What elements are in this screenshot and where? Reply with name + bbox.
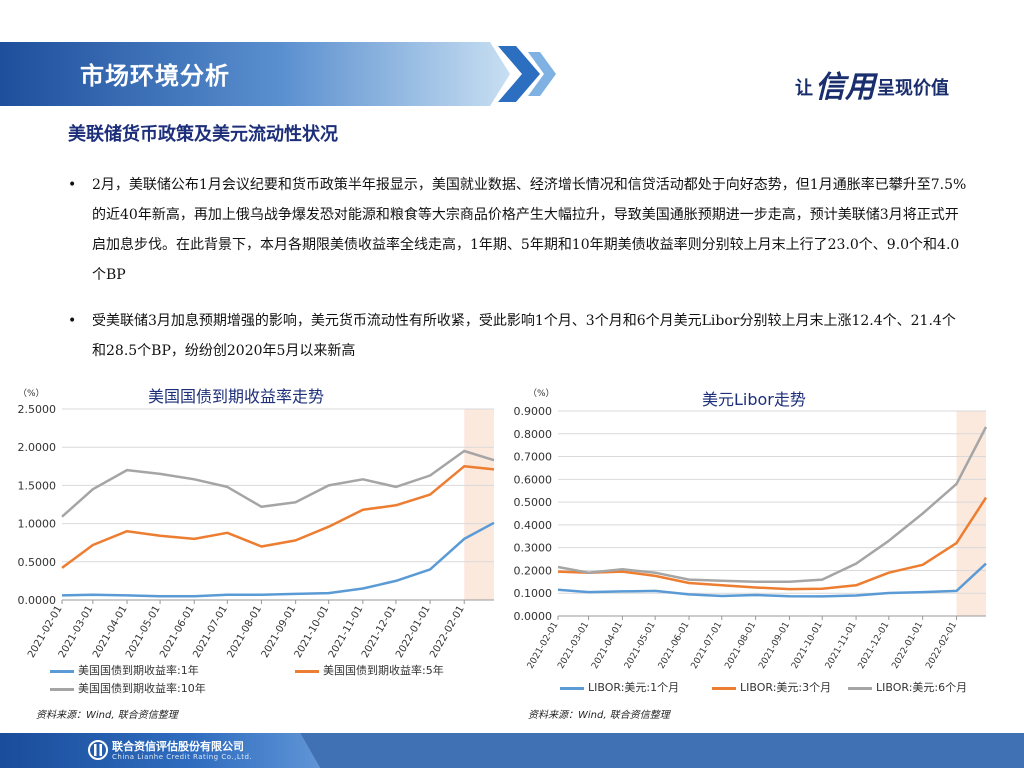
company-slogan: 让信用 呈现价值 [795,62,949,106]
chart-unit-libor: （%） [528,389,555,399]
chart-title-libor: 美元Libor走势 [702,390,806,409]
company-logo-icon [88,740,108,760]
legend-label: 美国国债到期收益率:1年 [78,664,199,677]
legend-label: 美国国债到期收益率:5年 [323,664,444,677]
series-line [557,496,988,591]
footer-company-en: China Lianhe Credit Rating Co.,Ltd. [112,753,253,761]
x-tick-label: 2021-08-01 [723,621,758,671]
x-tick-label: 2021-06-01 [657,621,692,671]
y-tick-label: 0.6000 [514,473,553,486]
bullet-list: • 2月，美联储公布1月会议纪要和货币政策半年报显示，美国就业数据、经济增长情况… [68,170,968,382]
header-banner [0,42,556,106]
series-line [557,426,988,584]
series-line [61,449,495,518]
y-tick-label: 2.0000 [18,441,57,454]
legend-item: 美国国债到期收益率:1年 [50,662,199,678]
x-tick-label: 2021-10-01 [293,604,332,660]
bullet-text: 2月，美联储公布1月会议纪要和货币政策半年报显示，美国就业数据、经济增长情况和信… [92,177,967,283]
y-tick-label: 2.5000 [18,403,57,416]
footer-bar [0,733,1024,768]
bullet-item: • 2月，美联储公布1月会议纪要和货币政策半年报显示，美国就业数据、经济增长情况… [68,170,968,290]
legend-swatch [560,686,584,690]
y-tick-label: 0.0000 [514,610,553,623]
slogan-post: 呈现价值 [877,78,949,99]
y-tick-label: 0.8000 [514,428,553,441]
legend-label: LIBOR:美元:1个月 [588,681,680,694]
page-title: 市场环境分析 [80,62,230,90]
legend-swatch [295,669,319,673]
treasury-yield-chart: 0.0000 0.5000 1.0000 1.5000 2.0000 2.5000 2021… [18,403,495,660]
x-tick-label: 2021-11-01 [824,621,859,671]
y-tick-label: 0.0000 [18,594,57,607]
highlight-region [464,409,494,600]
x-tick-label: 2022-01-01 [890,621,925,671]
section-title: 美联储货币政策及美元流动性状况 [68,124,338,145]
y-tick-label: 1.5000 [18,479,57,492]
slogan-pre: 让 [795,78,813,99]
y-tick-label: 1.0000 [18,518,57,531]
bullet-text: 受美联储3月加息预期增强的影响，美元货币流动性有所收紧，受此影响1个月、3个月和… [92,313,956,359]
x-tick-label: 2021-10-01 [790,621,825,671]
y-tick-label: 0.7000 [514,451,553,464]
legend-label: LIBOR:美元:6个月 [876,681,968,694]
legend-swatch [848,686,872,690]
y-tick-label: 0.2000 [514,564,553,577]
x-tick-label: 2021-07-01 [690,621,725,671]
y-tick-label: 0.5000 [514,496,553,509]
bullet-item: • 受美联储3月加息预期增强的影响，美元货币流动性有所收紧，受此影响1个月、3个… [68,306,968,366]
series-line [61,521,495,598]
x-tick-label: 2021-05-01 [623,621,658,671]
footer-company-name: 联合资信评估股份有限公司 [112,740,244,753]
y-tick-label: 0.9000 [514,405,553,418]
legend-swatch [50,687,74,691]
series-line [557,562,987,598]
bullet-dot: • [68,313,77,329]
x-tick-label: 2021-05-01 [124,604,163,660]
y-tick-label: 0.4000 [514,519,553,532]
legend-item: LIBOR:美元:3个月 [712,679,831,695]
source-note: 资料来源：Wind, 联合资信整理 [528,710,670,721]
highlight-region [956,411,986,616]
y-tick-label: 0.1000 [514,587,553,600]
x-tick-label: 2021-09-01 [260,604,299,660]
libor-chart: 0.0000 0.1000 0.2000 0.3000 0.4000 0.5000 0.60… [514,405,988,671]
x-tick-label: 2021-04-01 [91,604,130,660]
source-note: 资料来源：Wind, 联合资信整理 [36,710,178,721]
legend-swatch [712,686,736,690]
x-tick-label: 2021-12-01 [360,604,399,660]
x-tick-label: 2022-02-01 [428,604,467,660]
legend-item: LIBOR:美元:6个月 [848,679,967,695]
x-tick-label: 2022-01-01 [394,604,433,660]
x-tick-label: 2022-02-01 [924,621,959,671]
x-tick-label: 2021-12-01 [857,621,892,671]
x-tick-label: 2021-08-01 [225,604,264,660]
x-tick-label: 2021-09-01 [757,621,792,671]
x-tick-label: 2021-02-01 [526,621,561,671]
legend-label: LIBOR:美元:3个月 [740,681,832,694]
legend-item: 美国国债到期收益率:5年 [295,662,444,678]
bullet-dot: • [68,177,77,193]
legend-label: 美国国债到期收益率:10年 [78,682,206,695]
x-tick-label: 2021-11-01 [327,604,366,660]
chart-unit-treasury: （%） [18,389,45,399]
legend-swatch [50,669,74,673]
legend-item: LIBOR:美元:1个月 [560,679,679,695]
y-tick-label: 0.3000 [514,542,553,555]
chart-title-treasury: 美国国债到期收益率走势 [148,387,325,406]
series-line [61,465,495,569]
x-tick-label: 2021-03-01 [556,621,591,671]
x-tick-label: 2021-07-01 [191,604,230,660]
x-tick-label: 2021-04-01 [590,621,625,671]
legend-item: 美国国债到期收益率:10年 [50,680,206,696]
y-tick-label: 0.5000 [18,556,57,569]
x-tick-label: 2021-06-01 [158,604,197,660]
slogan-emphasis: 信用 [815,70,875,105]
